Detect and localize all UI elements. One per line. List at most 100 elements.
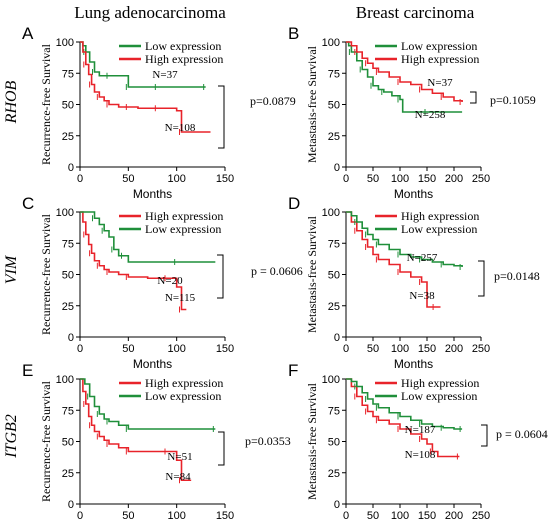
x-tick-label: 0 — [343, 173, 349, 185]
n-label-high: N=108 — [165, 122, 196, 134]
x-axis-label: Months — [133, 357, 172, 371]
panel-c: C 0 25 50 75 100 0 50 100 150 Months Recurrence-fre… — [22, 194, 303, 371]
y-tick-label: 75 — [328, 405, 340, 417]
x-tick-label: 150 — [418, 510, 436, 522]
y-axis-label: Recurrence-free Survival — [39, 213, 53, 335]
legend-label: High expression — [401, 376, 479, 390]
km-curve-low — [346, 211, 463, 267]
x-axis-label: Months — [394, 357, 433, 371]
p-value-bracket — [470, 91, 477, 104]
km-curve-low — [346, 378, 463, 430]
n-label-high: N=115 — [165, 292, 196, 304]
km-curve-high — [80, 211, 187, 311]
n-label-low: N=37 — [152, 69, 178, 81]
x-tick-label: 50 — [122, 510, 134, 522]
column-title-breast: Breast carcinoma — [356, 3, 475, 22]
n-label-low: N=37 — [427, 77, 453, 89]
x-tick-label: 150 — [216, 510, 234, 522]
y-tick-label: 50 — [328, 270, 340, 282]
y-tick-label: 0 — [68, 332, 74, 344]
km-curve-high — [80, 41, 211, 133]
y-tick-label: 25 — [328, 301, 340, 313]
panel-f: F0255075100050100150200250MonthsMetastas… — [288, 361, 548, 525]
n-label-high: N=84 — [165, 471, 191, 483]
y-tick-label: 0 — [68, 499, 74, 511]
p-value: p=0.0353 — [245, 434, 291, 448]
p-value-bracket — [481, 424, 488, 447]
legend-label: High expression — [401, 52, 479, 66]
p-value: p = 0.0606 — [251, 264, 303, 278]
x-tick-label: 250 — [472, 343, 490, 355]
y-tick-label: 25 — [62, 301, 74, 313]
n-label-high: N=108 — [405, 449, 436, 461]
y-tick-label: 0 — [68, 162, 74, 174]
legend-label: Low expression — [145, 39, 221, 53]
km-curve-high — [346, 378, 460, 458]
y-tick-label: 75 — [62, 68, 74, 80]
p-value: p=0.0879 — [250, 94, 296, 108]
y-axis-label: Metastasis-free Survival — [305, 382, 319, 500]
x-tick-label: 50 — [367, 343, 379, 355]
x-tick-label: 150 — [418, 173, 436, 185]
y-axis-label: Recurrence-free Survival — [39, 43, 53, 165]
x-tick-label: 0 — [77, 173, 83, 185]
legend-label: High expression — [145, 209, 223, 223]
x-tick-label: 0 — [77, 343, 83, 355]
row-gene-vim: VIM — [3, 254, 20, 284]
row-gene-rhob: RHOB — [3, 80, 20, 124]
column-title-lung: Lung adenocarcinoma — [74, 3, 226, 22]
n-label-high: N=38 — [409, 290, 435, 302]
y-tick-label: 75 — [328, 238, 340, 250]
legend-label: High expression — [401, 209, 479, 223]
x-tick-label: 100 — [391, 343, 409, 355]
legend-label: Low expression — [401, 222, 477, 236]
y-tick-label: 100 — [322, 207, 340, 219]
x-tick-label: 150 — [216, 173, 234, 185]
n-label-low: N=51 — [167, 451, 192, 463]
km-curve-low — [80, 41, 206, 88]
km-curve-high — [346, 41, 463, 102]
legend-label: High expression — [145, 376, 223, 390]
y-tick-label: 50 — [328, 100, 340, 112]
y-tick-label: 50 — [62, 100, 74, 112]
km-curve-low — [80, 211, 216, 263]
y-tick-label: 0 — [334, 332, 340, 344]
p-value-bracket — [218, 85, 225, 149]
x-tick-label: 250 — [472, 510, 490, 522]
y-tick-label: 0 — [334, 162, 340, 174]
y-tick-label: 50 — [328, 437, 340, 449]
y-axis-label: Recurrence-free Survival — [39, 380, 53, 502]
x-tick-label: 200 — [445, 510, 463, 522]
p-value: p=0.0148 — [494, 269, 540, 283]
p-value-bracket — [218, 431, 225, 466]
y-axis-label: Metastasis-free Survival — [305, 215, 319, 333]
y-tick-label: 50 — [62, 270, 74, 282]
panel-b: B 0 25 50 75 100 0 50 100 150 200 250 Months Metastas… — [288, 24, 536, 201]
y-tick-label: 25 — [328, 131, 340, 143]
x-tick-label: 150 — [418, 343, 436, 355]
panel-letter: E — [22, 361, 33, 380]
n-label-low: N=20 — [157, 275, 183, 287]
x-tick-label: 250 — [472, 173, 490, 185]
y-tick-label: 50 — [62, 437, 74, 449]
panel-d: D 0 25 50 75 100 0 50 100 150 200 250 Months Metastas… — [288, 194, 540, 371]
y-tick-label: 100 — [56, 37, 74, 49]
x-tick-label: 50 — [122, 173, 134, 185]
x-tick-label: 50 — [367, 173, 379, 185]
x-tick-label: 100 — [167, 173, 185, 185]
y-tick-label: 25 — [62, 468, 74, 480]
x-tick-label: 0 — [343, 343, 349, 355]
panel-a: A 0 25 50 75 100 0 50 100 150 Months Recurrence-fre… — [22, 24, 296, 201]
x-tick-label: 200 — [445, 173, 463, 185]
y-axis-label: Metastasis-free Survival — [305, 45, 319, 163]
legend-label: Low expression — [401, 389, 477, 403]
y-tick-label: 100 — [56, 207, 74, 219]
km-curve-high — [346, 211, 441, 308]
panel-letter: B — [288, 24, 299, 43]
legend-label: High expression — [145, 52, 223, 66]
panel-letter: C — [22, 194, 34, 213]
p-value-bracket — [217, 254, 224, 299]
x-tick-label: 150 — [216, 343, 234, 355]
n-label-low: N=257 — [407, 252, 438, 264]
